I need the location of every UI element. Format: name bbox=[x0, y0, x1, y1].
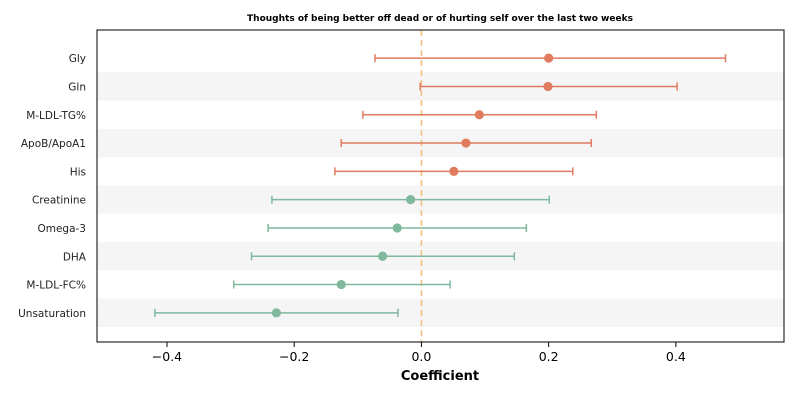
forest-row: M-LDL-TG% bbox=[26, 110, 598, 122]
row-label: Creatinine bbox=[32, 195, 86, 207]
data-rows: Gly Gln M-LDL-TG% ApoB/ApoA1 His Creatinine Om… bbox=[18, 53, 727, 320]
row-label: Gln bbox=[68, 81, 86, 93]
forest-row: DHA bbox=[63, 251, 516, 263]
x-tick-label: 0.2 bbox=[539, 349, 559, 364]
plot-frame bbox=[96, 29, 785, 343]
row-label: Unsaturation bbox=[18, 308, 86, 320]
x-tick-label: 0.0 bbox=[411, 349, 431, 364]
coefficient-point bbox=[544, 53, 554, 63]
forest-row: ApoB/ApoA1 bbox=[21, 138, 593, 150]
row-label: Omega-3 bbox=[37, 223, 86, 235]
forest-row: His bbox=[70, 166, 574, 178]
coefficient-point bbox=[474, 110, 484, 120]
row-label: DHA bbox=[63, 251, 87, 263]
coefficient-point bbox=[271, 308, 281, 318]
coefficient-point bbox=[392, 223, 402, 233]
x-tick-label: −0.4 bbox=[152, 349, 182, 364]
coefficient-point bbox=[406, 195, 416, 205]
forest-row: Creatinine bbox=[32, 195, 551, 207]
row-label: M-LDL-FC% bbox=[26, 280, 86, 292]
forest-row: Unsaturation bbox=[18, 308, 399, 320]
coefficient-point bbox=[543, 81, 553, 92]
row-label: Gly bbox=[69, 53, 86, 65]
chart-title: Thoughts of being better off dead or of … bbox=[247, 14, 633, 24]
x-axis-label: Coefficient bbox=[401, 369, 479, 384]
coefficient-point bbox=[336, 279, 346, 290]
coefficient-point bbox=[461, 138, 471, 148]
x-axis: −0.4 −0.2 0.0 0.2 0.4 bbox=[152, 342, 686, 364]
x-tick-label: −0.2 bbox=[279, 349, 309, 364]
coefficient-point bbox=[378, 251, 388, 261]
forest-row: M-LDL-FC% bbox=[26, 279, 451, 292]
coefficient-point bbox=[449, 166, 459, 176]
x-tick-label: 0.4 bbox=[666, 349, 686, 364]
row-label: ApoB/ApoA1 bbox=[21, 138, 86, 150]
forest-row: Omega-3 bbox=[37, 223, 528, 235]
row-label: His bbox=[70, 166, 86, 178]
forest-row: Gly bbox=[69, 53, 727, 65]
forest-row: Gln bbox=[68, 81, 678, 93]
row-label: M-LDL-TG% bbox=[26, 110, 86, 122]
